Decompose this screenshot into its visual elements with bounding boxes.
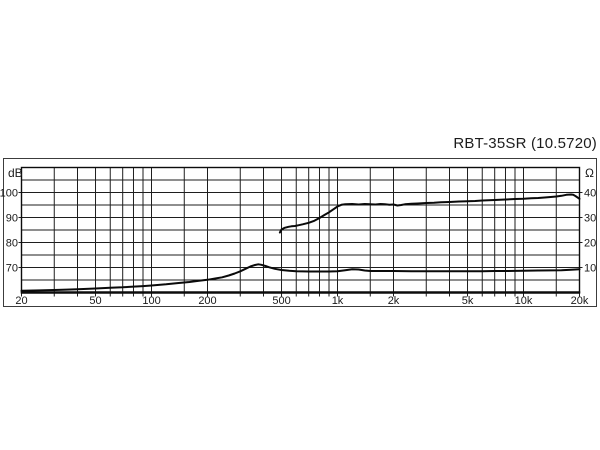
x-tick-label: 20k	[571, 295, 589, 307]
x-tick-label: 1k	[332, 295, 344, 307]
sound-pressure-level-curve	[278, 193, 581, 234]
y-left-unit-label: dB	[8, 166, 23, 180]
y-right-tick-label: 30	[584, 213, 596, 225]
x-tick-label: 2k	[388, 295, 400, 307]
y-left-tick-label: 70	[6, 263, 18, 275]
x-tick-label: 100	[142, 295, 160, 307]
chart-title: RBT-35SR (10.5720)	[453, 135, 597, 152]
impedance-curve	[20, 263, 581, 292]
y-right-unit-label: Ω	[585, 166, 594, 180]
x-tick-label: 10k	[515, 295, 533, 307]
y-right-tick-label: 40	[584, 188, 596, 200]
x-tick-label: 5k	[462, 295, 474, 307]
x-tick-label: 50	[89, 295, 101, 307]
y-right-tick-label: 10	[584, 263, 596, 275]
y-left-tick-label: 80	[6, 238, 18, 250]
x-tick-label: 200	[198, 295, 216, 307]
y-right-tick-label: 20	[584, 238, 596, 250]
y-left-tick-label: 100	[0, 188, 18, 200]
x-tick-label: 20	[15, 295, 27, 307]
x-tick-label: 500	[272, 295, 290, 307]
y-left-tick-label: 90	[6, 213, 18, 225]
chart-outer-frame	[3, 158, 597, 307]
